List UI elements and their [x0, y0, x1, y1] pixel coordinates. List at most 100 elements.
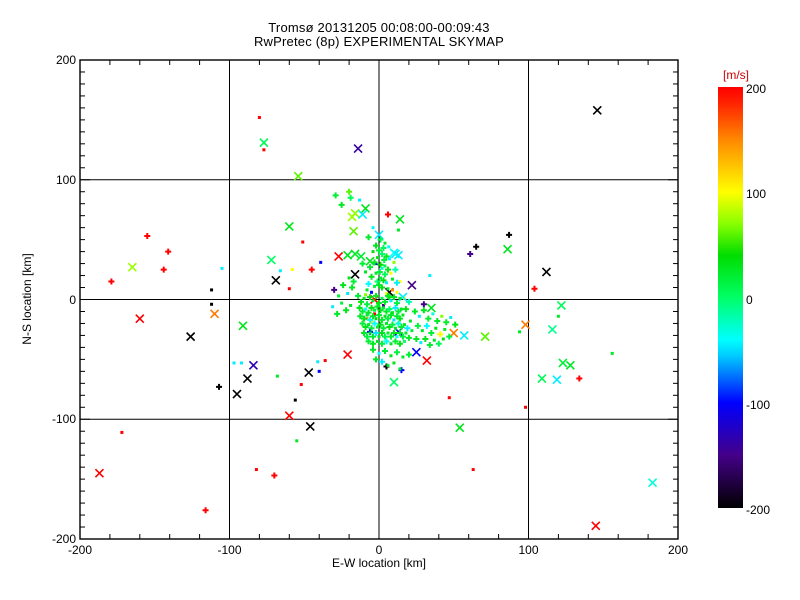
scatter-point-plus [384, 266, 391, 273]
scatter-point-dot [278, 269, 282, 273]
scatter-point-dot [390, 311, 394, 315]
scatter-point-dot [387, 245, 391, 249]
scatter-point-plus [420, 301, 427, 308]
scatter-point-dot [377, 351, 381, 355]
scatter-point-dot [374, 271, 378, 275]
x-axis-label: E-W location [km] [331, 556, 427, 570]
scatter-point-dot [386, 363, 390, 367]
x-tick-label: 100 [518, 543, 539, 557]
scatter-point-cross [541, 267, 552, 277]
scatter-point-cross [552, 375, 562, 385]
scatter-point-cross [503, 244, 513, 254]
scatter-point-plus [365, 280, 372, 287]
scatter-point-plus [390, 330, 397, 337]
chart-subtitle: RwPretec (8p) EXPERIMENTAL SKYMAP [253, 34, 505, 49]
scatter-point-cross [395, 214, 405, 224]
scatter-point-plus [373, 242, 380, 249]
scatter-point-plus [144, 233, 151, 240]
y-tick-label: 0 [69, 292, 76, 307]
scatter-point-plus [347, 194, 354, 201]
scatter-point-plus [370, 340, 377, 347]
scatter-point-dot [371, 226, 375, 230]
scatter-point-plus [338, 201, 345, 208]
x-tick-label: -200 [67, 543, 93, 557]
scatter-point-dot [364, 270, 368, 274]
scatter-point-cross [209, 309, 220, 319]
scatter-point-dot [257, 115, 261, 119]
y-tick-label: -100 [51, 412, 76, 427]
scatter-point-cross [284, 221, 294, 232]
scatter-point-plus [202, 507, 209, 514]
scatter-point-dot [337, 294, 341, 298]
scatter-point-plus [331, 286, 338, 293]
scatter-point-dot [346, 292, 350, 296]
y-tick-label: 200 [55, 53, 76, 67]
scatter-point-plus [378, 340, 385, 347]
scatter-point-dot [398, 367, 402, 371]
scatter-point-dot [210, 302, 214, 306]
scatter-point-plus [425, 315, 432, 322]
scatter-point-plus [413, 336, 420, 343]
scatter-point-dot [471, 468, 475, 472]
scatter-point-plus [386, 306, 393, 313]
scatter-point-plus [420, 307, 427, 314]
scatter-point-dot [120, 430, 124, 434]
scatter-point-dot [316, 360, 320, 364]
scatter-point-dot [299, 383, 303, 387]
scatter-point-dot [287, 287, 291, 291]
scatter-point-plus [381, 256, 388, 263]
scatter-point-dot [371, 299, 375, 303]
scatter-point-dot [210, 288, 214, 292]
y-axis-label: N-S location [km] [20, 253, 34, 345]
scatter-point-plus [384, 292, 391, 299]
x-tick-label: 200 [667, 543, 689, 557]
scatter-point-dot [399, 307, 403, 311]
scatter-point-plus [368, 273, 375, 280]
scatter-point-plus [384, 315, 391, 322]
scatter-point-dot [383, 264, 387, 268]
scatter-point-plus [395, 308, 402, 315]
scatter-point-dot [395, 335, 399, 339]
scatter-point-plus [396, 340, 403, 347]
scatter-point-dot [390, 288, 394, 292]
scatter-point-plus [396, 330, 403, 337]
scatter-point-plus [381, 347, 388, 354]
scatter-point-plus [378, 358, 385, 365]
scatter-point-dot [368, 331, 372, 335]
scatter-point-plus [356, 304, 363, 311]
scatter-point-dot [254, 468, 258, 472]
scatter-point-dot [392, 318, 396, 322]
scatter-point-cross [135, 314, 145, 324]
scatter-point-plus [359, 260, 366, 267]
scatter-point-cross [411, 347, 421, 357]
scatter-point-plus [349, 284, 356, 291]
scatter-point-dot [376, 339, 380, 343]
scatter-point-plus [368, 325, 375, 332]
scatter-point-plus [446, 333, 453, 340]
scatter-point-plus [381, 333, 388, 340]
scatter-point-plus [368, 304, 375, 311]
scatter-point-plus [399, 333, 406, 340]
scatter-point-cross [389, 248, 399, 258]
scatter-point-dot [383, 314, 387, 318]
scatter-point-dot [524, 405, 528, 409]
scatter-point-dot [441, 337, 445, 341]
scatter-point-dot [373, 308, 377, 312]
colorbar-tick-label: 100 [746, 187, 767, 202]
scatter-point-plus [308, 266, 315, 273]
scatter-point-cross [556, 300, 566, 311]
scatter-point-plus [383, 253, 390, 260]
scatter-point-dot [420, 329, 424, 333]
scatter-point-plus [434, 318, 441, 325]
scatter-point-plus [367, 264, 374, 271]
scatter-point-plus [381, 298, 388, 305]
scatter-point-plus [365, 338, 372, 345]
scatter-point-plus [414, 322, 421, 329]
scatter-point-dot [374, 262, 378, 266]
scatter-point-dot [395, 290, 399, 294]
scatter-point-cross [304, 367, 314, 378]
scatter-point-cross [259, 138, 269, 148]
plot-box [79, 59, 679, 540]
scatter-point-dot [374, 317, 378, 321]
